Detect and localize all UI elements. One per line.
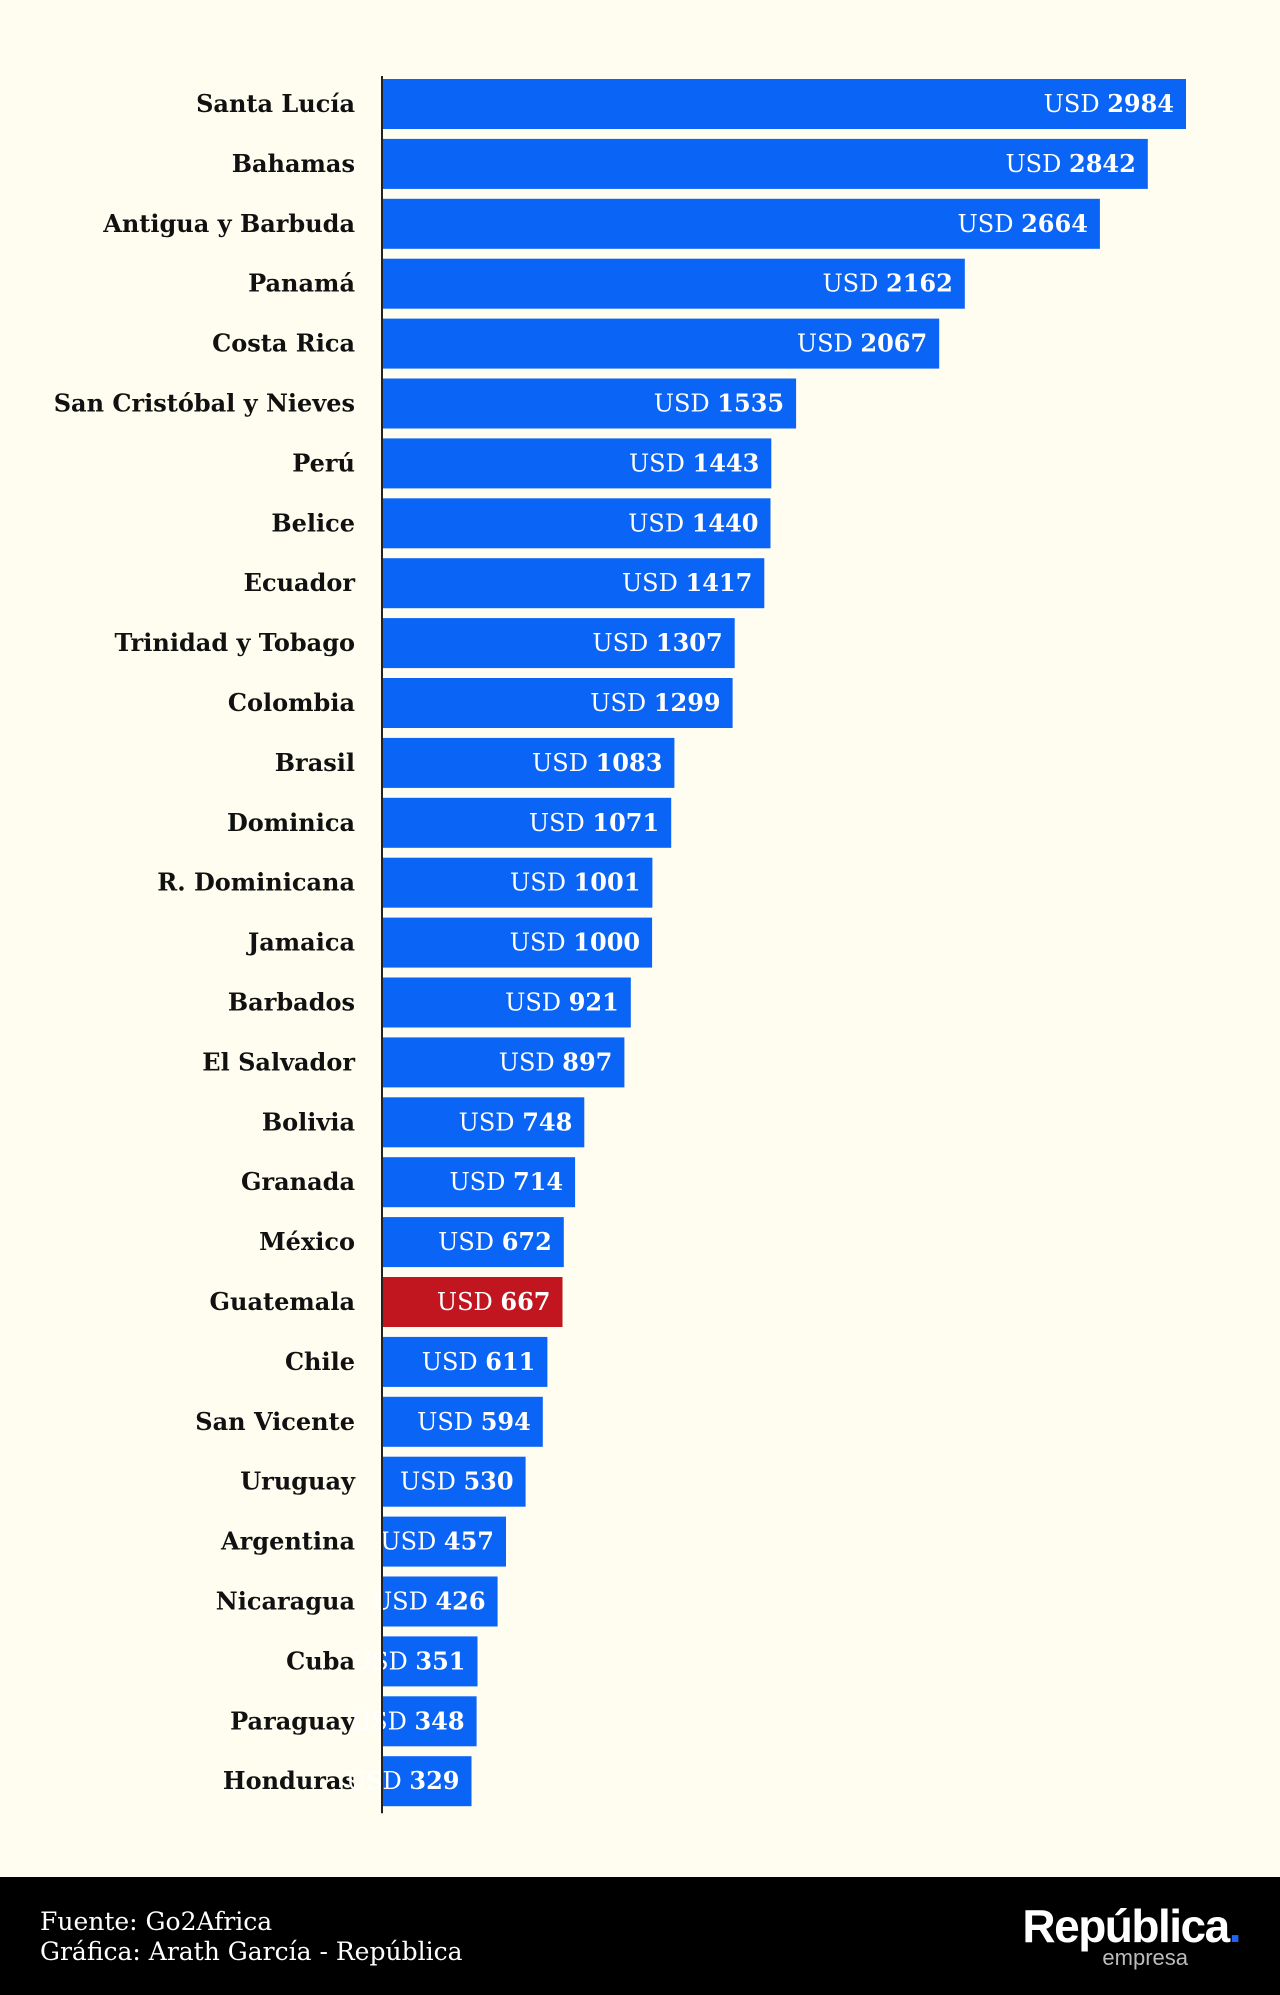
value-label: USD 1083 [532,748,662,777]
category-label: Belice [271,508,355,537]
bar-chart: Santa Lucía USD 2984 Bahamas USD 2842 Antigu… [54,76,1186,1814]
bar [383,1157,576,1208]
value-label: USD 348 [351,1706,465,1735]
category-label: San Cristóbal y Nieves [54,389,355,418]
bar [383,1336,548,1387]
logo-name: República [1022,1900,1230,1952]
bar [383,138,1148,189]
category-label: Bolivia [262,1107,355,1136]
value-label: USD 667 [437,1287,551,1316]
category-label: Dominica [227,808,355,837]
bar [383,917,653,968]
bar [383,1037,625,1088]
category-label: Argentina [220,1527,355,1556]
bar [383,258,965,309]
bar [383,1217,564,1268]
bar [383,438,772,489]
value-label: USD 594 [417,1407,531,1436]
category-label: Guatemala [210,1287,355,1316]
bar [383,797,672,848]
category-label: Santa Lucía [196,89,355,118]
bar [383,678,733,728]
category-label: Ecuador [244,568,356,597]
bar [383,1756,472,1807]
bar-highlight [383,1277,563,1327]
category-label: México [259,1227,355,1256]
bar [383,857,653,908]
category-label: Paraguay [230,1706,356,1735]
logo-dot: . [1228,1900,1242,1952]
category-label: Granada [241,1167,355,1196]
bar [383,318,940,369]
category-label: Panamá [248,269,355,298]
bar [383,737,675,788]
category-label: Costa Rica [212,329,355,358]
category-label: Nicaragua [216,1587,355,1616]
bar [383,198,1100,249]
value-label: USD 1071 [529,808,659,837]
value-label: USD 1307 [592,628,722,657]
category-label: Trinidad y Tobago [115,628,355,657]
bar [383,1576,498,1627]
value-label: USD 1299 [590,688,720,717]
value-label: USD 2664 [958,209,1088,238]
bar [383,1696,477,1747]
graphic-credit: Gráfica: Arath García - República [40,1937,463,1966]
category-label: Colombia [228,688,355,717]
footer: Fuente: Go2Africa Gráfica: Arath García … [0,1877,1280,1995]
bar [383,1097,585,1148]
value-label: USD 2067 [797,329,927,358]
value-label: USD 2842 [1005,149,1135,178]
category-label: Bahamas [232,149,355,178]
bar [383,618,735,669]
category-label: El Salvador [202,1047,355,1076]
value-label: USD 2984 [1044,89,1174,118]
value-label: USD 1417 [622,568,752,597]
bar [383,1456,526,1507]
category-label: Uruguay [240,1467,356,1496]
value-label: USD 1440 [628,508,758,537]
bar [383,79,1186,129]
logo-subtitle: empresa [1102,1945,1188,1970]
bar [383,977,631,1028]
category-label: Jamaica [246,928,355,957]
category-label: R. Dominicana [157,868,355,897]
value-label: USD 1535 [654,389,784,418]
value-label: USD 897 [499,1047,613,1076]
bar [383,1516,506,1567]
value-label: USD 1000 [510,928,640,957]
category-label: Barbados [228,988,355,1017]
value-label: USD 672 [438,1227,552,1256]
category-label: Brasil [275,748,355,777]
value-label: USD 1443 [629,448,759,477]
category-label: Antigua y Barbuda [102,209,355,238]
value-label: USD 351 [352,1646,466,1675]
value-label: USD 530 [400,1467,514,1496]
bar [383,1396,543,1447]
republica-logo: República. empresa [1022,1900,1242,1970]
bar [383,378,797,429]
category-label: Cuba [286,1646,355,1675]
category-label: Perú [292,448,355,477]
bar [383,498,771,549]
bar [383,558,765,609]
value-label: USD 329 [346,1766,460,1795]
bar [383,1636,478,1687]
value-label: USD 457 [380,1527,494,1556]
category-label: San Vicente [195,1407,355,1436]
value-label: USD 714 [449,1167,563,1196]
category-label: Honduras [223,1766,355,1795]
value-label: USD 2162 [822,269,952,298]
source-credit: Fuente: Go2Africa [40,1907,273,1936]
value-label: USD 1001 [510,868,640,897]
value-label: USD 611 [422,1347,536,1376]
value-label: USD 921 [505,988,619,1017]
value-label: USD 748 [459,1107,573,1136]
category-label: Chile [285,1347,355,1376]
value-label: USD 426 [372,1587,486,1616]
